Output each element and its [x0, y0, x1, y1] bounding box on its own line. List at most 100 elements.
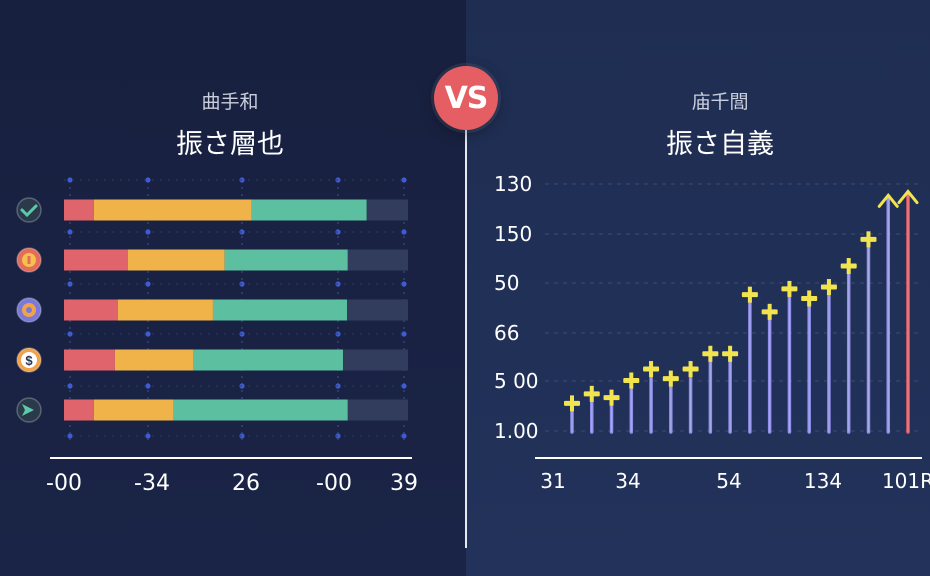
data-point — [860, 231, 877, 434]
bar-segment — [64, 199, 94, 221]
left-title: 振さ層也 — [176, 129, 284, 160]
bar-segment — [93, 399, 174, 421]
x-tick-label: 31 — [540, 469, 565, 493]
dollar-glyph: $ — [25, 353, 33, 368]
grid-dot — [67, 383, 73, 389]
arrow-shape — [22, 404, 34, 416]
x-tick-label: 26 — [232, 471, 260, 496]
marker-stem — [629, 372, 634, 389]
data-point — [877, 192, 899, 434]
gear-coin-icon — [16, 297, 42, 323]
center-divider — [465, 118, 467, 548]
data-point — [623, 372, 640, 434]
y-tick-label: 1.00 — [494, 419, 539, 443]
grid-dot — [67, 229, 73, 235]
data-point — [897, 189, 919, 434]
grid-dot — [401, 331, 407, 337]
grid-dot — [145, 433, 151, 439]
bar-segment — [93, 199, 252, 221]
y-tick-label: 130 — [494, 172, 532, 196]
marker-stem — [609, 389, 614, 406]
marker-stem — [866, 231, 871, 248]
grid-dot — [67, 281, 73, 287]
bar-segment — [224, 249, 348, 271]
data-point — [761, 303, 778, 434]
marker-stem — [688, 361, 693, 378]
marker-stem — [728, 345, 733, 362]
coin-mark — [27, 256, 31, 264]
data-point — [722, 345, 739, 434]
dollar-face — [21, 352, 37, 368]
x-tick-label: -00 — [316, 471, 352, 496]
marker-stem — [668, 370, 673, 387]
bar-segment — [64, 349, 115, 371]
data-point — [643, 361, 660, 434]
right-panel — [466, 0, 930, 576]
grid-dot — [401, 281, 407, 287]
arrow-marker — [897, 189, 919, 205]
grid-dot — [401, 383, 407, 389]
arrow-marker — [877, 192, 899, 208]
left-panel — [0, 0, 466, 576]
bar-segment — [64, 249, 128, 271]
grid-dot — [145, 177, 151, 183]
bar-segment — [193, 349, 343, 371]
data-point — [840, 258, 857, 434]
bar-segment — [347, 299, 408, 321]
grid-dot — [145, 281, 151, 287]
data-point — [564, 395, 580, 434]
grid-dot — [67, 433, 73, 439]
marker-stem — [767, 303, 772, 320]
bar-segment — [114, 349, 193, 371]
left-subtitle: 曲手和 — [201, 91, 259, 113]
right-subtitle: 庙千閭 — [691, 91, 749, 113]
data-point — [781, 280, 798, 434]
grid-dot — [145, 229, 151, 235]
gear-hole — [26, 307, 32, 313]
marker-stem — [708, 345, 713, 362]
bar-segment — [347, 399, 408, 421]
grid-dot — [145, 383, 151, 389]
data-point — [741, 286, 758, 434]
x-tick-label: 34 — [615, 469, 640, 493]
bar-segment — [127, 249, 225, 271]
bar-segment — [212, 299, 348, 321]
y-tick-label: 66 — [494, 321, 519, 345]
marker-stem — [570, 395, 574, 412]
bar-segment — [342, 349, 408, 371]
y-tick-label: 5 00 — [494, 369, 539, 393]
x-tick-label: 39 — [390, 471, 418, 496]
right-title: 振さ自義 — [666, 129, 774, 160]
grid-dot — [401, 177, 407, 183]
arrow-icon — [16, 397, 42, 423]
data-point — [820, 279, 837, 434]
data-point — [702, 345, 719, 434]
marker-stem — [846, 258, 851, 275]
grid-dot — [145, 331, 151, 337]
coin-icon — [16, 247, 42, 273]
bar-segment — [64, 299, 119, 321]
data-point — [682, 361, 699, 434]
x-tick-label: -34 — [134, 471, 170, 496]
marker-stem — [589, 385, 594, 402]
marker-stem — [807, 290, 812, 307]
x-tick-label: 54 — [716, 469, 741, 493]
grid-dot — [67, 331, 73, 337]
marker-stem — [787, 280, 792, 297]
marker-stem — [649, 361, 654, 378]
data-point — [583, 385, 600, 434]
data-point — [603, 389, 620, 434]
icon-circle — [16, 197, 42, 223]
bar-segment — [347, 249, 408, 271]
dollar-icon: $ — [16, 347, 42, 373]
bar-segment — [366, 199, 408, 221]
x-tick-label: 134 — [804, 469, 842, 493]
grid-dot — [67, 177, 73, 183]
vs-badge: VS — [434, 66, 498, 130]
data-point — [801, 290, 818, 434]
y-tick-label: 50 — [494, 271, 519, 295]
x-tick-label: 101R — [882, 469, 930, 493]
grid-dot — [401, 433, 407, 439]
